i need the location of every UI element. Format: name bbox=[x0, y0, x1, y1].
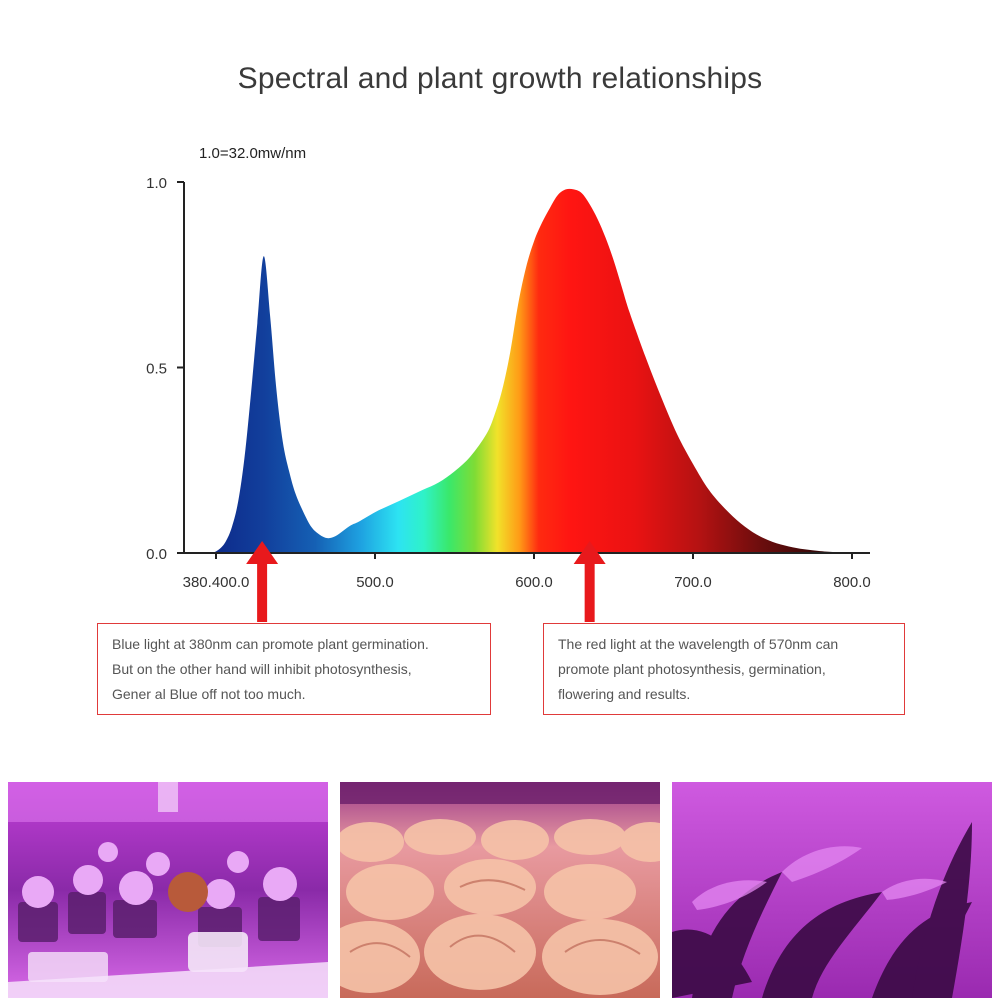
y-tick-label: 1.0 bbox=[146, 175, 167, 192]
y-tick-label: 0.0 bbox=[146, 546, 167, 563]
x-tick-label: 800.0 bbox=[833, 574, 871, 591]
x-tick-label: 700.0 bbox=[674, 574, 712, 591]
red-note-line-1: The red light at the wavelength of 570nm… bbox=[558, 636, 839, 652]
red-note-line-3: flowering and results. bbox=[558, 686, 691, 702]
spectrum-area bbox=[212, 188, 852, 553]
succulents-photo bbox=[8, 782, 328, 998]
y-tick-label: 0.5 bbox=[146, 361, 167, 378]
x-tick-label: 380.400.0 bbox=[183, 574, 250, 591]
x-tick-label: 600.0 bbox=[515, 574, 553, 591]
houseplant-photo bbox=[672, 782, 992, 998]
x-tick-label: 500.0 bbox=[356, 574, 394, 591]
blue-note-line-3: Gener al Blue off not too much. bbox=[112, 686, 306, 702]
unit-label: 1.0=32.0mw/nm bbox=[199, 145, 307, 162]
page-title: Spectral and plant growth relationships bbox=[237, 62, 763, 95]
red-peak-arrow bbox=[573, 541, 606, 622]
red-light-note: The red light at the wavelength of 570nm… bbox=[543, 623, 905, 715]
red-note-line-2: promote plant photosynthesis, germinatio… bbox=[558, 661, 826, 677]
blue-note-line-1: Blue light at 380nm can promote plant ge… bbox=[112, 636, 429, 652]
blue-note-line-2: But on the other hand will inhibit photo… bbox=[112, 661, 412, 677]
blue-peak-arrow bbox=[246, 541, 279, 622]
lettuce-photo bbox=[340, 782, 660, 998]
blue-light-note: Blue light at 380nm can promote plant ge… bbox=[97, 623, 491, 715]
